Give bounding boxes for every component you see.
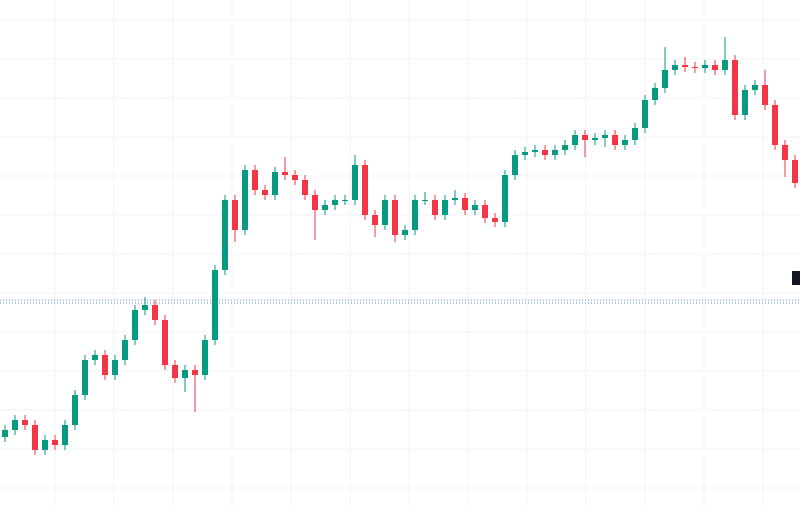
candle-body [482, 205, 488, 218]
candle-body [92, 355, 98, 360]
candle-body [232, 200, 238, 230]
candle-body [692, 67, 698, 68]
candle-body [172, 365, 178, 378]
candle-body [2, 430, 8, 437]
candle-body [32, 425, 38, 450]
candle-body [202, 340, 208, 375]
candle-body [472, 205, 478, 210]
candle-body [792, 160, 798, 183]
candle-body [322, 205, 328, 210]
candle-body [632, 128, 638, 140]
candle-body [382, 200, 388, 225]
candle-body [222, 200, 228, 270]
candle-body [462, 198, 468, 210]
candle-body [162, 320, 168, 365]
candle-body [662, 70, 668, 88]
candle-body [582, 135, 588, 140]
candle-body [452, 198, 458, 200]
candle-body [782, 145, 788, 160]
candle-body [712, 65, 718, 70]
candle-body [132, 310, 138, 340]
candle-body [292, 175, 298, 180]
candle-body [722, 60, 728, 70]
candle-body [502, 175, 508, 222]
candle-body [762, 85, 768, 105]
candle-body [492, 218, 498, 222]
candle-body [72, 395, 78, 425]
candle-body [22, 420, 28, 425]
candle-body [212, 270, 218, 340]
candle-body [182, 370, 188, 378]
candle-body [122, 340, 128, 360]
candle-body [252, 170, 258, 190]
candle-body [312, 195, 318, 210]
candle-body [142, 305, 148, 310]
candle-body [522, 152, 528, 155]
candle-body [82, 360, 88, 395]
candle-body [192, 370, 198, 375]
candle-body [352, 165, 358, 200]
candle-body [302, 180, 308, 195]
candle-body [262, 190, 268, 195]
candle-body [602, 135, 608, 138]
candle-body [282, 172, 288, 175]
candle-body [442, 200, 448, 215]
candle-body [512, 155, 518, 175]
candle-body [682, 65, 688, 67]
candle-body [52, 440, 58, 445]
candle-body [752, 85, 758, 90]
candle-body [12, 420, 18, 430]
candle-body [42, 440, 48, 450]
candle-body [112, 360, 118, 375]
candle-body [562, 145, 568, 150]
candle-body [622, 140, 628, 145]
candle-body [572, 135, 578, 145]
candle-body [102, 355, 108, 375]
candle-body [332, 200, 338, 205]
candle-body [392, 200, 398, 235]
candle-body [402, 230, 408, 235]
candle-body [372, 215, 378, 225]
candle-body [652, 88, 658, 100]
candle-body [412, 200, 418, 230]
candle-body [642, 100, 648, 128]
candle-body [552, 150, 558, 155]
candle-body [272, 172, 278, 195]
candle-body [772, 105, 778, 145]
candle-body [342, 200, 348, 201]
candle-body [62, 425, 68, 445]
candle-body [362, 165, 368, 215]
candle-body [242, 170, 248, 230]
candle-body [542, 150, 548, 155]
candle-body [532, 150, 538, 152]
candle-body [742, 90, 748, 115]
candle-body [612, 135, 618, 145]
candle-body [152, 305, 158, 320]
candle-body [592, 138, 598, 140]
candle-body [432, 200, 438, 215]
candle-body [732, 60, 738, 115]
candle-body [702, 65, 708, 68]
price-badge [792, 271, 800, 285]
candle-body [672, 65, 678, 70]
candle-body [422, 200, 428, 201]
